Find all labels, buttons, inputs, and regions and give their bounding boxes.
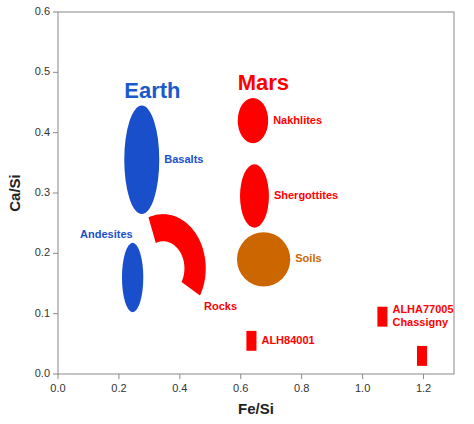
x-tick (362, 374, 363, 379)
y-tick-label: 0.3 (35, 186, 50, 198)
x-tick-label: 0.8 (294, 382, 309, 394)
x-tick-label: 1.2 (416, 382, 431, 394)
y-tick (53, 374, 58, 375)
y-tick (53, 313, 58, 314)
region-ellipse (122, 243, 143, 312)
x-tick (118, 374, 119, 379)
region-ellipse (124, 106, 159, 215)
x-tick-label: 0.6 (233, 382, 248, 394)
y-tick-label: 0.2 (35, 246, 50, 258)
point-label-line: ALH84001 (261, 334, 314, 346)
point-label: ALHA77005Chassigny (392, 303, 453, 328)
annotation: Mars (238, 70, 289, 95)
region-label: Soils (295, 252, 321, 264)
point-square (246, 331, 256, 351)
plot-area (122, 98, 427, 366)
x-axis-label: Fe/Si (238, 400, 274, 417)
x-tick (423, 374, 424, 379)
y-tick-label: 0.5 (35, 65, 50, 77)
x-tick (240, 374, 241, 379)
labels: Basalts Andesites Nakhlites Shergottites Soi… (80, 70, 454, 346)
region-arc (149, 214, 206, 295)
y-tick-label: 0.0 (35, 367, 50, 379)
point-label: ALH84001 (261, 334, 314, 346)
chart: 0.0 0.2 0.4 0.6 0.8 1.0 1.2 0.0 0.1 0.2 0.3 0.4 0.5 0… (0, 0, 474, 424)
point-label-line: ALHA77005 (392, 303, 453, 315)
region-ellipse (237, 232, 290, 286)
region-label: Shergottites (274, 189, 338, 201)
region-ellipse (240, 164, 269, 227)
y-tick-label: 0.4 (35, 126, 50, 138)
y-tick (53, 193, 58, 194)
annotation: Earth (124, 78, 180, 103)
y-axis-label: Ca/Si (6, 174, 23, 212)
x-tick-label: 1.0 (355, 382, 370, 394)
y-tick (53, 132, 58, 133)
y-tick (53, 72, 58, 73)
region-label: Basalts (164, 153, 203, 165)
x-tick (58, 374, 59, 379)
plot-frame (58, 12, 454, 374)
x-tick-label: 0.4 (172, 382, 187, 394)
axes: 0.0 0.2 0.4 0.6 0.8 1.0 1.2 0.0 0.1 0.2 0.3 0.4 0.5 0… (35, 5, 454, 394)
y-tick-label: 0.1 (35, 307, 50, 319)
region-label: Rocks (204, 300, 237, 312)
x-tick (301, 374, 302, 379)
y-tick-label: 0.6 (35, 5, 50, 17)
point-square (377, 307, 387, 327)
region-label: Nakhlites (273, 114, 322, 126)
point-square (417, 346, 427, 366)
x-tick-label: 0.2 (111, 382, 126, 394)
region-ellipse (238, 98, 268, 143)
x-tick-label: 0.0 (50, 382, 65, 394)
y-tick (53, 12, 58, 13)
y-tick (53, 253, 58, 254)
x-tick (179, 374, 180, 379)
region-label: Andesites (80, 228, 133, 240)
point-label-line: Chassigny (392, 316, 449, 328)
